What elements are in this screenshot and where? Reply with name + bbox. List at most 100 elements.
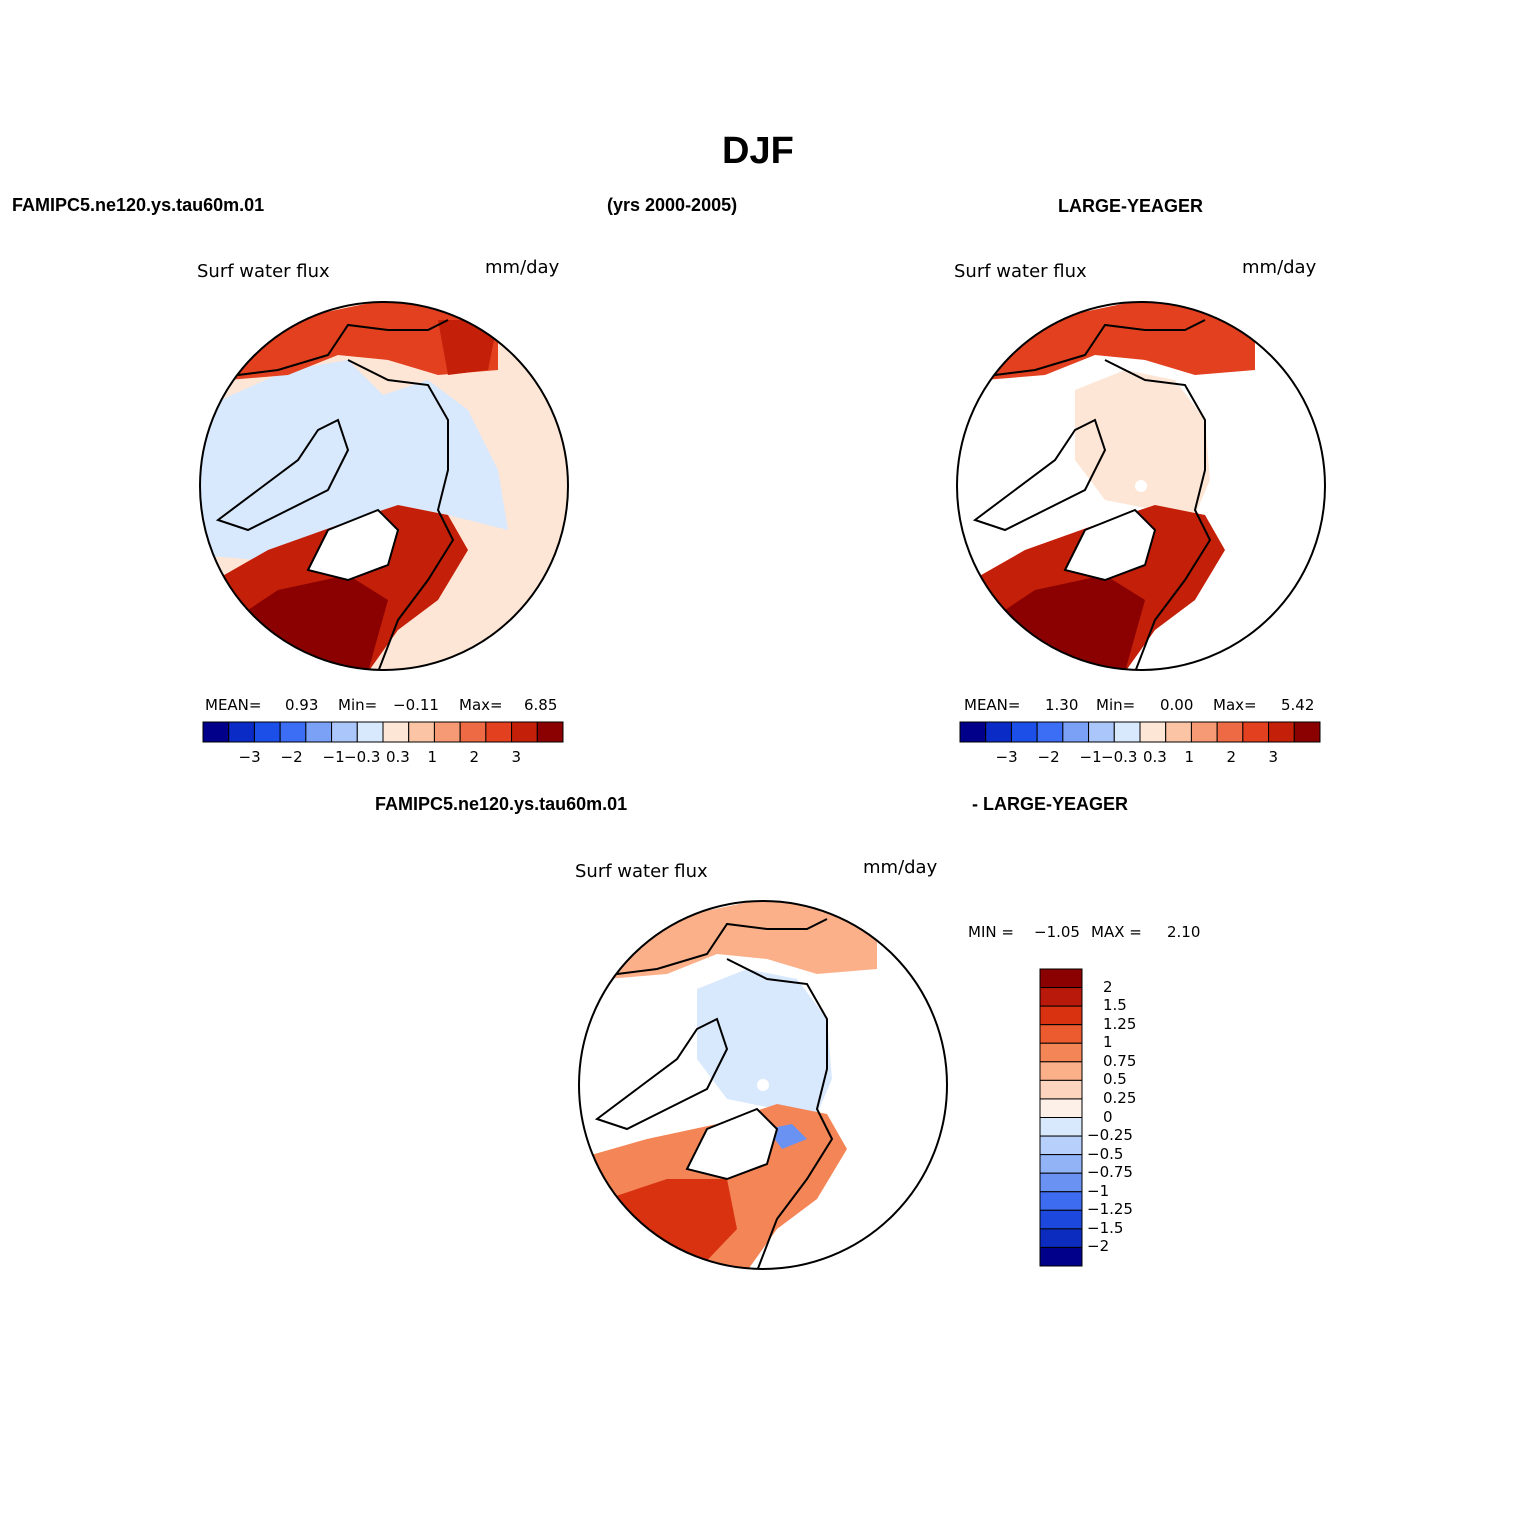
model-min-label: Min= xyxy=(338,696,378,714)
colorbar-tick-label: 0 xyxy=(1103,1107,1113,1126)
colorbar-swatch xyxy=(1039,1154,1083,1174)
colorbar-tick-label: 2 xyxy=(1226,748,1237,766)
colorbar-tick-label: −0.3 xyxy=(1101,748,1138,766)
colorbar-swatch xyxy=(1039,1246,1083,1267)
figure-title: DJF xyxy=(722,130,794,172)
colorbar-tick-label: 0.25 xyxy=(1103,1088,1137,1107)
colorbar-tick-label: −0.75 xyxy=(1087,1163,1133,1182)
colorbar-tick-label: −1.25 xyxy=(1087,1200,1133,1219)
colorbar-swatch xyxy=(1039,1079,1083,1100)
colorbar-tick-label: 0.3 xyxy=(386,748,410,766)
pole-hole xyxy=(757,1079,769,1091)
model-mean-label: MEAN= xyxy=(205,696,262,714)
colorbar-tick-label: −1 xyxy=(322,748,345,766)
colorbar-swatch xyxy=(985,721,1012,743)
colorbar-tick-label: −0.5 xyxy=(1087,1144,1124,1163)
colorbar-swatch xyxy=(356,721,384,743)
model-variable-label: Surf water flux xyxy=(197,261,330,282)
model-max-value: 6.85 xyxy=(524,696,558,714)
north-america-outline xyxy=(594,1017,729,1131)
colorbar-tick-label: 0.3 xyxy=(1143,748,1167,766)
greenland-land xyxy=(685,1107,779,1181)
model-polar-map xyxy=(199,301,569,671)
colorbar-tick-label: −1.5 xyxy=(1087,1218,1124,1237)
alaska-outline xyxy=(616,918,828,975)
north-america-outline xyxy=(215,418,350,532)
colorbar-swatch xyxy=(1039,1135,1083,1156)
obs-max-label: Max= xyxy=(1213,696,1257,714)
colorbar-tick-label: −2 xyxy=(1037,748,1060,766)
colorbar-swatch xyxy=(1039,1098,1083,1118)
colorbar-swatch xyxy=(511,721,538,743)
colorbar-tick-label: 1.5 xyxy=(1103,996,1127,1015)
eurasia-outline xyxy=(347,359,455,670)
colorbar-swatch xyxy=(305,721,333,743)
diff-variable-label: Surf water flux xyxy=(575,861,708,882)
arctic-ocean-region xyxy=(697,969,832,1114)
colorbar-tick-label: 1.25 xyxy=(1103,1014,1137,1033)
colorbar-swatch xyxy=(1039,987,1083,1007)
model-units-label: mm/day xyxy=(485,257,560,278)
colorbar-swatch xyxy=(459,721,487,743)
colorbar-tick-label: 3 xyxy=(1268,748,1279,766)
colorbar-tick-label: 3 xyxy=(511,748,522,766)
greenland-land xyxy=(1063,508,1157,582)
colorbar-swatch xyxy=(202,721,230,743)
colorbar-swatch xyxy=(382,721,410,743)
east-asia-region xyxy=(438,320,498,375)
eurasia-outline xyxy=(1104,359,1212,670)
colorbar-swatch xyxy=(1088,721,1115,743)
colorbar-tick-label: −2 xyxy=(280,748,303,766)
colorbar-tick-label: 0.75 xyxy=(1103,1051,1137,1070)
diff-units-label: mm/day xyxy=(863,857,938,878)
colorbar-swatch xyxy=(253,721,281,743)
colorbar-swatch xyxy=(408,721,435,743)
model-max-label: Max= xyxy=(459,696,503,714)
colorbar-swatch xyxy=(1036,721,1064,743)
colorbar-tick-label: 2 xyxy=(1103,977,1113,996)
obs-units-label: mm/day xyxy=(1242,257,1317,278)
obs-max-value: 5.42 xyxy=(1281,696,1315,714)
colorbar-tick-label: 1 xyxy=(427,748,438,766)
colorbar-swatch xyxy=(1039,968,1083,989)
alaska-outline xyxy=(237,319,449,376)
colorbar-swatch xyxy=(1039,1042,1083,1063)
colorbar-swatch xyxy=(1039,1005,1083,1026)
eurasia-outline xyxy=(726,958,834,1269)
colorbar-tick-label: 2 xyxy=(469,748,480,766)
diff-polar-map xyxy=(578,900,948,1270)
colorbar-swatch xyxy=(536,721,564,743)
obs-polar-map xyxy=(956,301,1326,671)
colorbar-swatch xyxy=(433,721,461,743)
obs-mean-value: 1.30 xyxy=(1045,696,1079,714)
colorbar-swatch xyxy=(1113,721,1141,743)
colorbar-tick-label: −3 xyxy=(238,748,261,766)
colorbar-tick-label: 0.5 xyxy=(1103,1070,1127,1089)
colorbar-tick-label: −3 xyxy=(995,748,1018,766)
obs-min-label: Min= xyxy=(1096,696,1136,714)
pole-hole xyxy=(1135,480,1147,492)
colorbar-swatch xyxy=(1242,721,1270,743)
colorbar-swatch xyxy=(1039,1228,1083,1248)
colorbar-swatch xyxy=(1190,721,1218,743)
colorbar-swatch xyxy=(1165,721,1192,743)
obs-colorbar xyxy=(959,721,1321,743)
colorbar-tick-label: −1 xyxy=(1079,748,1102,766)
colorbar-swatch xyxy=(485,721,513,743)
colorbar-swatch xyxy=(279,721,307,743)
colorbar-swatch xyxy=(1139,721,1167,743)
colorbar-swatch xyxy=(331,721,358,743)
north-america-outline xyxy=(972,418,1107,532)
obs-mean-label: MEAN= xyxy=(964,696,1021,714)
colorbar-swatch xyxy=(1010,721,1038,743)
model-colorbar xyxy=(202,721,564,743)
model-min-value: −0.11 xyxy=(393,696,439,714)
diff-max-label: MAX = xyxy=(1091,923,1142,941)
colorbar-swatch xyxy=(1268,721,1295,743)
obs-variable-label: Surf water flux xyxy=(954,261,1087,282)
colorbar-tick-label: −1 xyxy=(1087,1181,1110,1200)
colorbar-tick-label: −0.3 xyxy=(344,748,381,766)
diff-max-value: 2.10 xyxy=(1167,923,1201,941)
diff-colorbar xyxy=(1039,968,1083,1267)
diff-left-label: FAMIPC5.ne120.ys.tau60m.01 xyxy=(375,794,628,814)
